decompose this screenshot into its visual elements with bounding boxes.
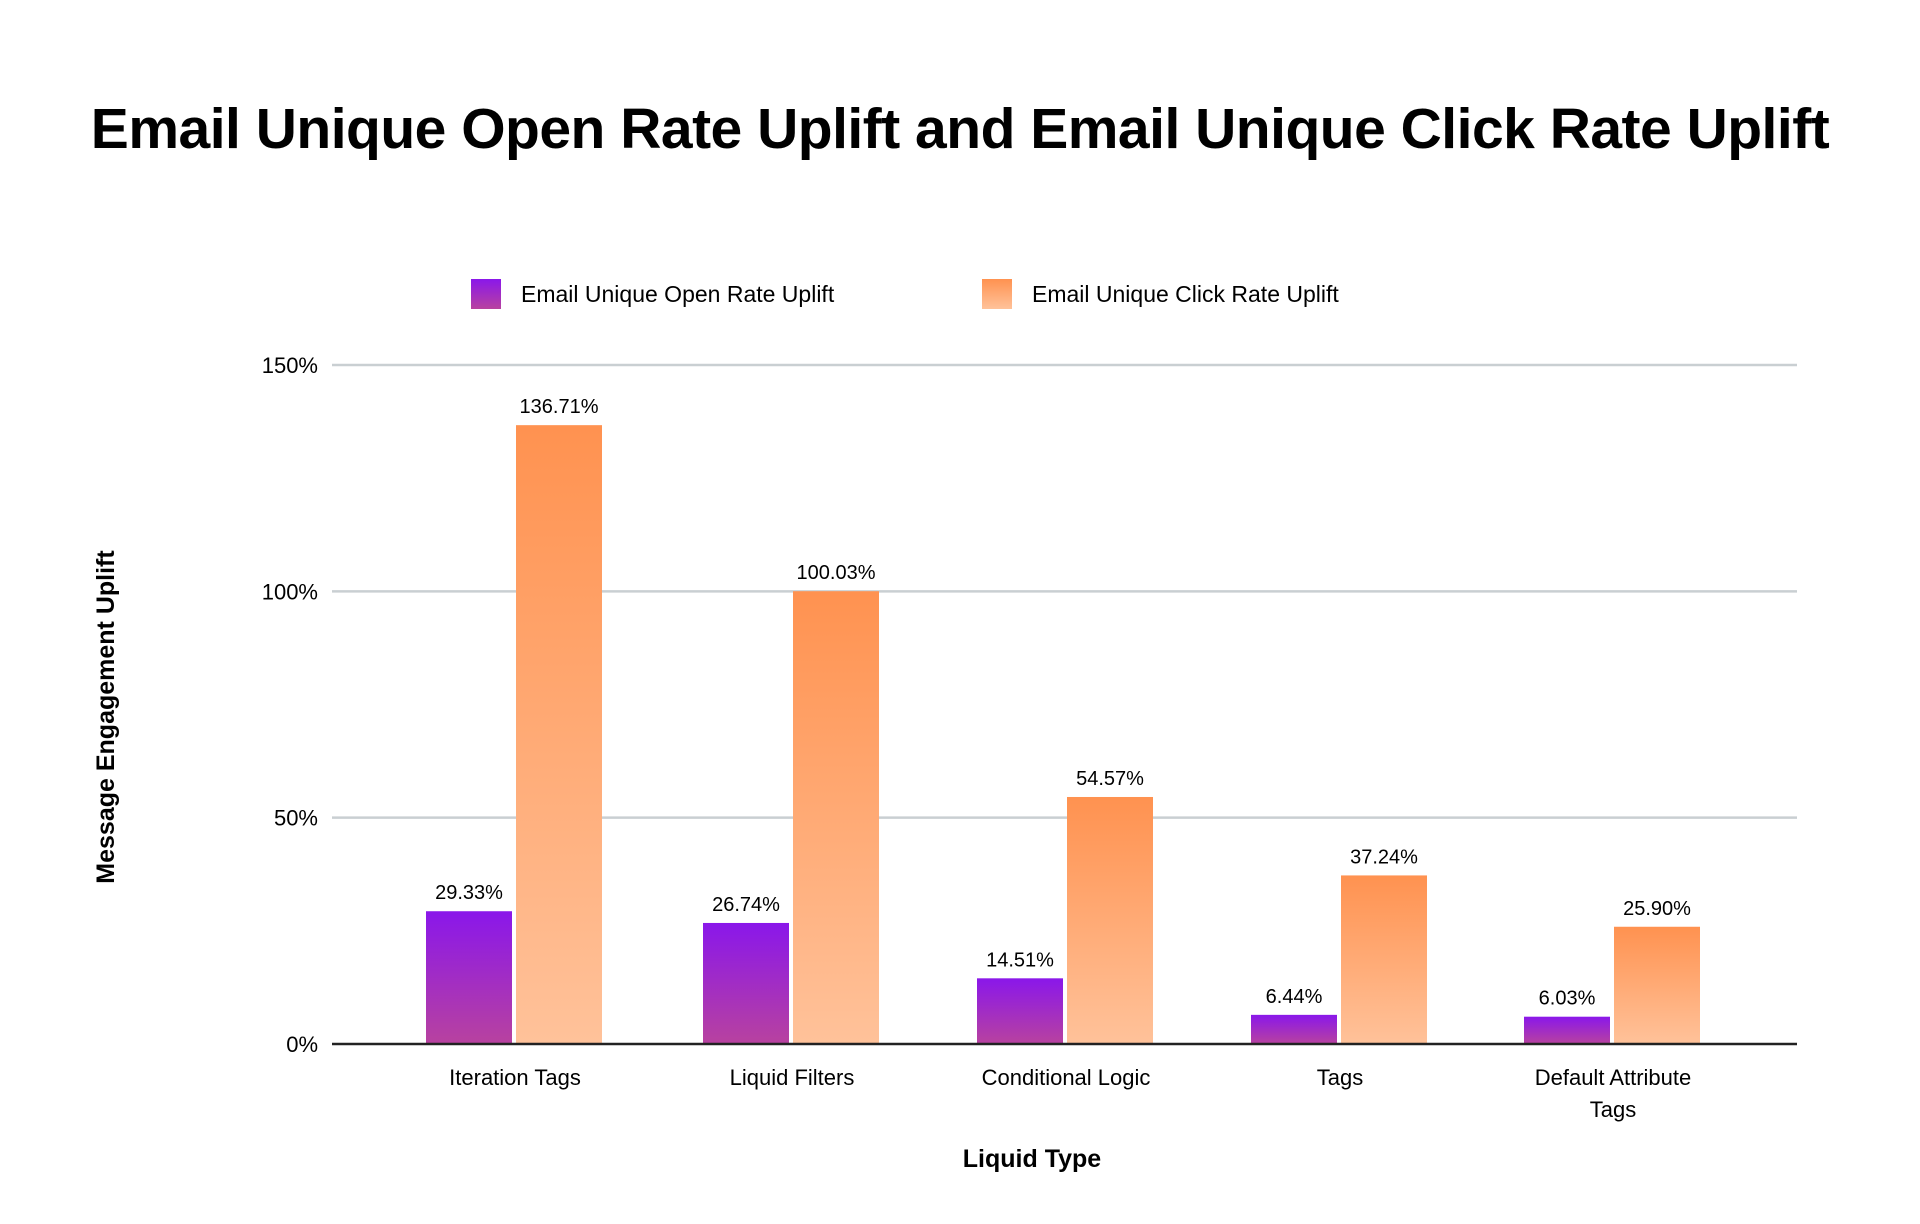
x-tick-label: Tags: [1590, 1097, 1636, 1122]
x-tick-label: Liquid Filters: [730, 1065, 855, 1090]
data-label: 136.71%: [520, 396, 599, 418]
y-tick-label: 100%: [262, 579, 318, 604]
data-label: 6.44%: [1266, 986, 1323, 1008]
data-label: 100.03%: [797, 562, 876, 584]
legend-swatch-1: [982, 279, 1012, 309]
bar-click: [516, 425, 602, 1044]
legend-label: Email Unique Click Rate Uplift: [1032, 281, 1339, 307]
x-axis-title: Liquid Type: [963, 1145, 1102, 1173]
bar-open: [426, 911, 512, 1044]
bar-click: [1614, 926, 1700, 1044]
chart-title: Email Unique Open Rate Uplift and Email …: [90, 97, 1830, 161]
x-tick-label: Conditional Logic: [982, 1065, 1151, 1090]
data-label: 54.57%: [1076, 768, 1144, 790]
data-label: 29.33%: [435, 882, 503, 904]
x-tick-label: Default Attribute: [1535, 1065, 1692, 1090]
bar-open: [1251, 1014, 1337, 1044]
x-tick-label: Tags: [1317, 1065, 1363, 1090]
bar-click: [1067, 796, 1153, 1044]
y-tick-label: 0%: [286, 1032, 318, 1057]
y-tick-label: 50%: [274, 806, 318, 831]
data-label: 6.03%: [1539, 988, 1596, 1010]
y-tick-label: 150%: [262, 353, 318, 378]
bar-open: [977, 978, 1063, 1044]
bar-click: [793, 591, 879, 1044]
data-label: 25.90%: [1623, 898, 1691, 920]
data-label: 14.51%: [986, 949, 1054, 971]
legend-label: Email Unique Open Rate Uplift: [521, 281, 835, 307]
x-tick-label: Iteration Tags: [449, 1065, 581, 1090]
bar-open: [1524, 1016, 1610, 1044]
bar-click: [1341, 875, 1427, 1044]
y-axis-title: Message Engagement Uplift: [92, 550, 120, 884]
legend-swatch-0: [471, 279, 501, 309]
bar-open: [703, 922, 789, 1044]
data-label: 37.24%: [1350, 846, 1418, 868]
data-label: 26.74%: [712, 894, 780, 916]
